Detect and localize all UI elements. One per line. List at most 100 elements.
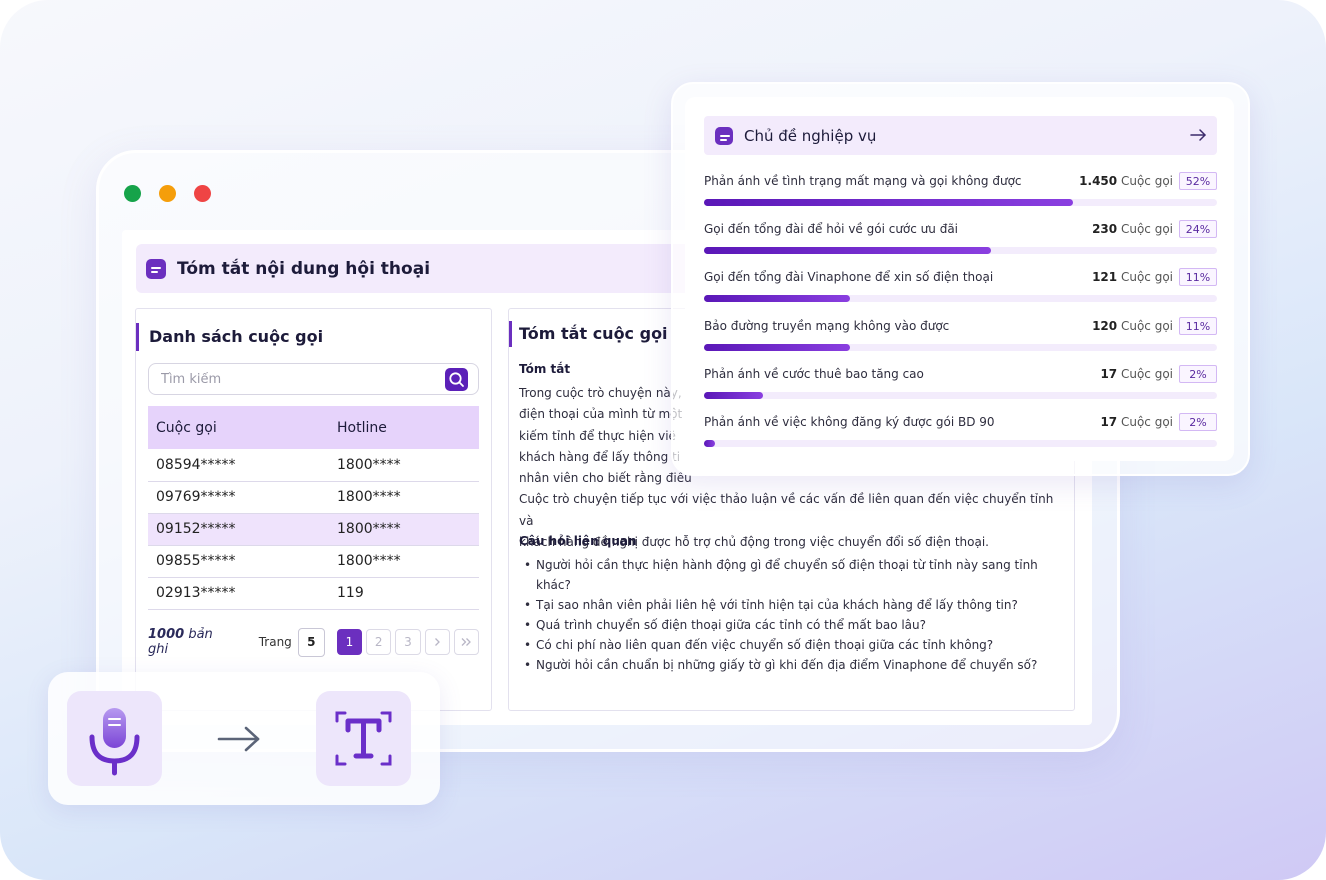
topic-row[interactable]: Phản ánh về việc không đăng ký được gói … [704, 413, 1217, 447]
summary-line: Trong cuộc trò chuyện này, [519, 386, 682, 400]
hotline-number: 1800**** [329, 449, 479, 482]
topic-progress-fill [704, 295, 851, 302]
question-item: Người hỏi cần thực hiện hành động gì để … [524, 555, 1059, 595]
call-number: 09769***** [148, 481, 329, 514]
summary-line: khách hàng đề nghị được hỗ trợ chủ động … [519, 535, 989, 550]
page-button-2[interactable]: 2 [366, 629, 392, 655]
summary-line: Cuộc trò chuyện tiếp tục với việc thảo l… [519, 492, 1054, 528]
page-size-select[interactable]: 5 [297, 627, 325, 657]
topic-name: Phản ánh về tình trạng mất mạng và gọi k… [704, 174, 1022, 188]
page-button-1[interactable]: 1 [336, 629, 363, 655]
window-controls [124, 185, 211, 202]
topic-row[interactable]: Phản ánh về cước thuê bao tăng cao 17 Cuộ… [704, 365, 1217, 399]
questions-label: Câu hỏi liên quan [519, 534, 637, 548]
arrow-right-icon [217, 726, 260, 752]
calls-table: Cuộc gọi Hotline 08594***** 1800**** 097… [148, 406, 479, 610]
topics-title: Chủ đề nghiệp vụ [744, 126, 877, 145]
question-item: Quá trình chuyển số điện thoại giữa các … [524, 615, 1059, 635]
next-page-button[interactable] [424, 629, 450, 655]
related-questions: Người hỏi cần thực hiện hành động gì để … [524, 555, 1059, 675]
topics-header: Chủ đề nghiệp vụ [704, 116, 1217, 155]
topic-progress-track [704, 199, 1217, 206]
maximize-dot[interactable] [194, 185, 211, 202]
microphone-tile [67, 691, 162, 786]
hotline-number: 1800**** [329, 545, 479, 578]
document-icon [146, 258, 166, 279]
record-count: 1000 bản ghi [148, 627, 213, 657]
topic-progress-track [704, 247, 1217, 254]
topic-progress-fill [704, 199, 1074, 206]
chevron-right-icon [435, 638, 441, 646]
double-chevron-right-icon [461, 638, 472, 646]
summary-line: điện thoại của mình từ một [519, 407, 683, 422]
topic-progress-fill [704, 344, 851, 351]
document-icon [715, 126, 733, 145]
topic-percent-badge: 24% [1179, 220, 1217, 238]
search-icon [449, 372, 464, 387]
table-row[interactable]: 08594***** 1800**** [148, 449, 479, 482]
summary-line: nhân viên cho biết rằng điều [519, 471, 692, 486]
hotline-number: 1800**** [329, 481, 479, 514]
topic-row[interactable]: Phản ánh về tình trạng mất mạng và gọi k… [704, 172, 1217, 206]
topic-name: Phản ánh về cước thuê bao tăng cao [704, 367, 924, 381]
call-list-panel: Danh sách cuộc gọi Cuộc gọi Hotline 0859… [135, 308, 492, 711]
table-row[interactable]: 02913***** 119 [148, 577, 479, 610]
last-page-button[interactable] [453, 629, 479, 655]
summary-text: Trong cuộc trò chuyện này, điện thoại củ… [519, 383, 1059, 553]
table-row[interactable]: 09769***** 1800**** [148, 481, 479, 514]
table-row-selected[interactable]: 09152***** 1800**** [148, 513, 479, 546]
arrow-right-icon [1190, 129, 1206, 141]
summary-line: khách hàng để lấy thông ti [519, 449, 681, 464]
topic-name: Gọi đến tổng đài để hỏi về gói cước ưu đ… [704, 222, 959, 236]
microphone-icon [89, 708, 140, 776]
topic-progress-fill [704, 440, 716, 447]
topic-progress-track [704, 344, 1217, 351]
view-all-button[interactable] [1189, 126, 1207, 144]
topic-progress-track [704, 392, 1217, 399]
column-header-hotline[interactable]: Hotline [329, 406, 479, 449]
search-button[interactable] [445, 368, 468, 391]
call-list-heading: Danh sách cuộc gọi [136, 323, 323, 351]
topic-row[interactable]: Gọi đến tổng đài để hỏi về gói cước ưu đ… [704, 220, 1217, 254]
call-number: 08594***** [148, 449, 329, 482]
topic-progress-track [704, 440, 1217, 447]
page-size-label: Trang [258, 635, 292, 649]
pagination: 1000 bản ghi Trang 5 1 2 3 [148, 627, 483, 657]
speech-to-text-card [48, 672, 440, 805]
question-item: Người hỏi cần chuẩn bị những giấy tờ gì … [524, 655, 1059, 675]
hotline-number: 1800**** [329, 513, 479, 546]
search-box [148, 363, 479, 395]
topic-name: Bảo đường truyền mạng không vào được [704, 319, 950, 333]
topic-count: 1.450 Cuộc gọi [1079, 174, 1173, 188]
topic-progress-fill [704, 392, 763, 399]
table-header-row: Cuộc gọi Hotline [148, 406, 479, 449]
topic-progress-fill [704, 247, 992, 254]
minimize-dot[interactable] [159, 185, 176, 202]
topic-percent-badge: 11% [1179, 268, 1217, 286]
call-summary-panel: Tóm tắt cuộc gọi Tóm tắt Trong cuộc trò … [508, 308, 1075, 711]
call-number: 09855***** [148, 545, 329, 578]
question-item: Có chi phí nào liên quan đến việc chuyển… [524, 635, 1059, 655]
column-header-call[interactable]: Cuộc gọi [148, 406, 329, 449]
topic-count: 17 Cuộc gọi [1100, 415, 1173, 429]
text-tile [316, 691, 411, 786]
topic-row[interactable]: Bảo đường truyền mạng không vào được 120 … [704, 317, 1217, 351]
search-input[interactable] [161, 371, 431, 387]
close-dot[interactable] [124, 185, 141, 202]
table-row[interactable]: 09855***** 1800**** [148, 545, 479, 578]
topic-percent-badge: 11% [1179, 317, 1217, 335]
topic-percent-badge: 2% [1179, 365, 1217, 383]
topic-count: 230 Cuộc gọi [1092, 222, 1173, 236]
topic-percent-badge: 52% [1179, 172, 1217, 190]
page-title: Tóm tắt nội dung hội thoại [177, 258, 431, 279]
question-item: Tại sao nhân viên phải liên hệ với tỉnh … [524, 595, 1059, 615]
topic-count: 120 Cuộc gọi [1092, 319, 1173, 333]
topic-name: Phản ánh về việc không đăng ký được gói … [704, 415, 995, 429]
text-scan-icon [335, 711, 392, 766]
page-button-3[interactable]: 3 [395, 629, 421, 655]
summary-label: Tóm tắt [519, 362, 571, 376]
topic-row[interactable]: Gọi đến tổng đài Vinaphone để xin số điệ… [704, 268, 1217, 302]
hotline-number: 119 [329, 577, 479, 610]
call-summary-heading: Tóm tắt cuộc gọi [509, 321, 668, 347]
topics-card-body [685, 97, 1234, 461]
